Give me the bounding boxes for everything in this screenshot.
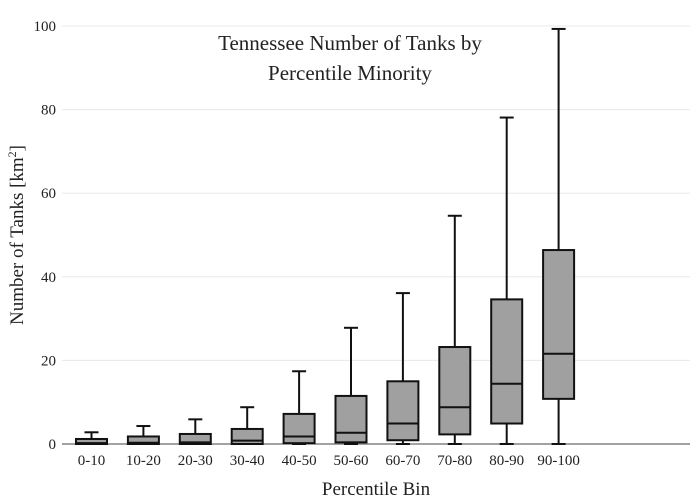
x-axis-title: Percentile Bin [322, 479, 431, 500]
x-tick-label: 50-60 [334, 453, 369, 469]
box-80-90 [490, 116, 524, 445]
x-tick-label: 10-20 [126, 453, 161, 469]
box-10-20 [126, 425, 160, 446]
y-tick-label: 20 [41, 353, 56, 369]
box-iqr [178, 432, 212, 445]
x-tick-labels: 0-10 10-20 20-30 30-40 40-50 50-60 60-70 70-80 8… [78, 453, 580, 469]
y-axis-title-main: Number of Tanks [km [7, 157, 28, 325]
grid-lines [62, 25, 690, 361]
x-tick-label: 20-30 [178, 453, 213, 469]
box-series [75, 27, 576, 446]
x-tick-label: 70-80 [437, 453, 472, 469]
box-70-80 [438, 214, 472, 445]
x-tick-label: 40-50 [282, 453, 317, 469]
box-40-50 [282, 370, 316, 445]
y-axis-title: Number of Tanks [km2] [5, 145, 28, 325]
box-iqr [334, 394, 368, 444]
x-tick-label: 0-10 [78, 453, 106, 469]
chart-title-line-2: Percentile Minority [268, 61, 432, 85]
x-tick-label: 30-40 [230, 453, 265, 469]
box-iqr [230, 427, 264, 445]
box-iqr [438, 346, 472, 436]
box-90-100 [542, 27, 576, 445]
y-tick-label: 0 [49, 437, 57, 453]
box-60-70 [386, 292, 420, 445]
y-tick-label: 40 [41, 270, 56, 286]
x-tick-label: 90-100 [537, 453, 580, 469]
x-tick-label: 60-70 [385, 453, 420, 469]
box-50-60 [334, 326, 368, 445]
y-tick-label: 100 [34, 19, 57, 35]
y-tick-label: 60 [41, 186, 56, 202]
y-axis-title-superscript: 2 [5, 151, 19, 157]
y-axis-title-tail: ] [7, 145, 28, 151]
x-tick-label: 80-90 [489, 453, 524, 469]
y-tick-label: 80 [41, 103, 56, 119]
box-30-40 [230, 406, 264, 445]
box-iqr [282, 412, 316, 445]
box-iqr [126, 435, 160, 446]
box-20-30 [178, 418, 212, 445]
box-0-10 [75, 431, 108, 446]
box-iqr [490, 298, 524, 425]
y-tick-labels: 0 20 40 60 80 100 [34, 19, 57, 453]
chart-title-line-1: Tennessee Number of Tanks by [218, 31, 482, 55]
box-iqr [542, 249, 576, 400]
box-iqr [386, 380, 420, 442]
